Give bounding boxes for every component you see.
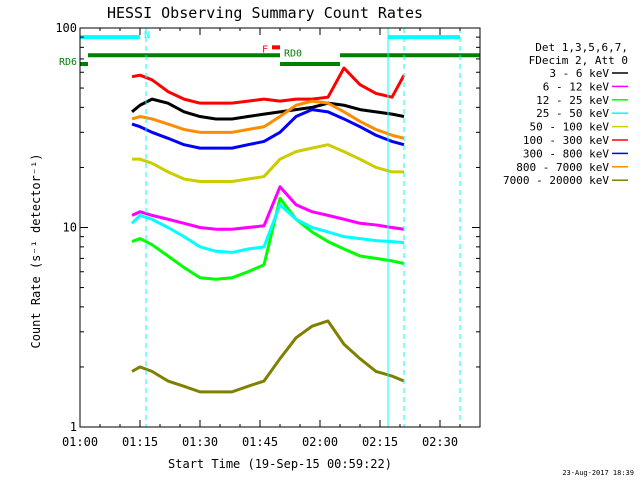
x-tick-label: 01:15 [122, 435, 158, 449]
status-bar-label: N [144, 30, 150, 41]
legend-label: 50 - 100 keV [530, 121, 610, 134]
x-tick-label: 01:00 [62, 435, 98, 449]
x-axis-ticks: 01:00 01:15 01:30 01:45 02:00 02:15 02:30 [62, 28, 481, 449]
series-line [131, 319, 405, 394]
series-line [131, 185, 405, 231]
legend-label: 100 - 300 keV [523, 134, 609, 147]
legend-label: 12 - 25 keV [536, 94, 609, 107]
status-bar-label: F [262, 44, 268, 55]
generated-timestamp: 23-Aug-2017 18:39 [562, 469, 634, 477]
x-tick-label: 02:30 [422, 435, 458, 449]
x-tick-label: 01:45 [242, 435, 278, 449]
legend: Det 1,3,5,6,7, FDecim 2, Att 0 3 - 6 keV… [503, 41, 628, 187]
status-bar-label: RD0 [284, 48, 302, 59]
x-tick-label: 01:30 [182, 435, 218, 449]
legend-header-line-1: Det 1,3,5,6,7, [535, 41, 628, 54]
x-axis-label: Start Time (19-Sep-15 00:59:22) [168, 457, 392, 471]
series-line [132, 143, 404, 184]
series-line [131, 196, 405, 281]
y-tick-label: 100 [55, 21, 77, 35]
vertical-markers [145, 28, 461, 427]
series-line [130, 203, 405, 254]
y-axis-label: Count Rate (s⁻¹ detector⁻¹) [29, 153, 43, 348]
status-bar-label: RD6 [59, 57, 77, 68]
y-axis-ticks: 1 10 100 [55, 21, 480, 434]
legend-label: 800 - 7000 keV [516, 161, 609, 174]
y-tick-label: 10 [63, 221, 77, 235]
legend-header-line-2: FDecim 2, Att 0 [529, 54, 628, 67]
series-line [131, 66, 406, 105]
y-axis-label-text: Count Rate (s⁻¹ detector⁻¹) [29, 153, 43, 348]
legend-label: 3 - 6 keV [549, 67, 609, 80]
chart-title: HESSI Observing Summary Count Rates [107, 4, 423, 22]
legend-label: 6 - 12 keV [543, 80, 610, 93]
series-layer [130, 66, 406, 394]
legend-label: 7000 - 20000 keV [503, 174, 609, 187]
y-tick-label: 1 [70, 420, 77, 434]
x-tick-label: 02:15 [362, 435, 398, 449]
series-line [131, 108, 405, 150]
series-line [131, 99, 405, 140]
status-bars: N F RD0 RD6 [59, 30, 480, 68]
series-line [131, 97, 405, 121]
legend-label: 25 - 50 keV [536, 107, 609, 120]
legend-label: 300 - 800 keV [523, 147, 609, 160]
x-tick-label: 02:00 [302, 435, 338, 449]
